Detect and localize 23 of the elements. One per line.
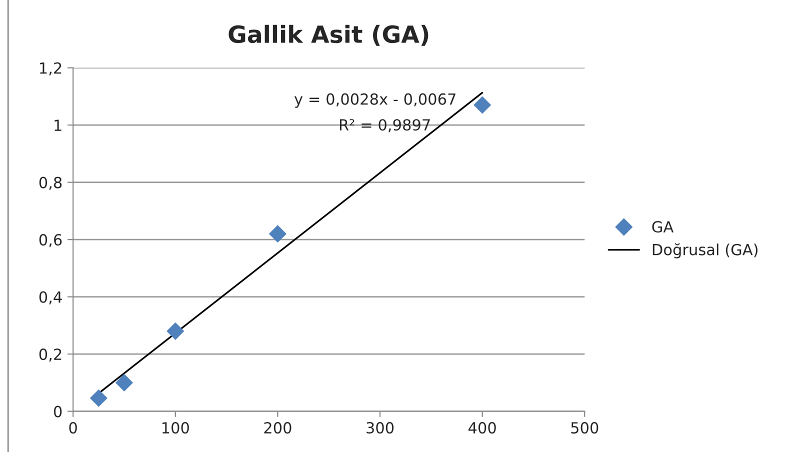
- point: [474, 96, 492, 114]
- x-tick-label: 400: [468, 422, 496, 434]
- y-tick-label: 1,2: [40, 62, 62, 76]
- y-tick-label: 1: [54, 120, 62, 131]
- point: [115, 374, 134, 392]
- y-tick-label: 0,4: [39, 291, 62, 304]
- annotation: y = 0,0028x - 0,0067: [294, 93, 456, 108]
- legend-label: Doğrusal (GA): [652, 243, 758, 258]
- point: [166, 322, 184, 340]
- x-tick-label: 200: [264, 422, 292, 434]
- y-tick-label: 0,8: [39, 176, 62, 190]
- chart-title: Gallik Asit (GA): [228, 24, 428, 46]
- y-tick-label: 0,2: [39, 348, 62, 362]
- y-tick-label: 0,6: [39, 234, 62, 248]
- legend-label: GA: [652, 221, 674, 233]
- y-tick-label: 0: [54, 406, 62, 418]
- x-tick-label: 300: [366, 422, 394, 434]
- point: [90, 389, 108, 407]
- point: [268, 225, 286, 243]
- x-tick-label: 500: [571, 422, 598, 434]
- annotation: R² = 0,9897: [340, 119, 430, 132]
- x-tick-label: 0: [69, 422, 77, 434]
- x-tick-label: 100: [162, 422, 189, 434]
